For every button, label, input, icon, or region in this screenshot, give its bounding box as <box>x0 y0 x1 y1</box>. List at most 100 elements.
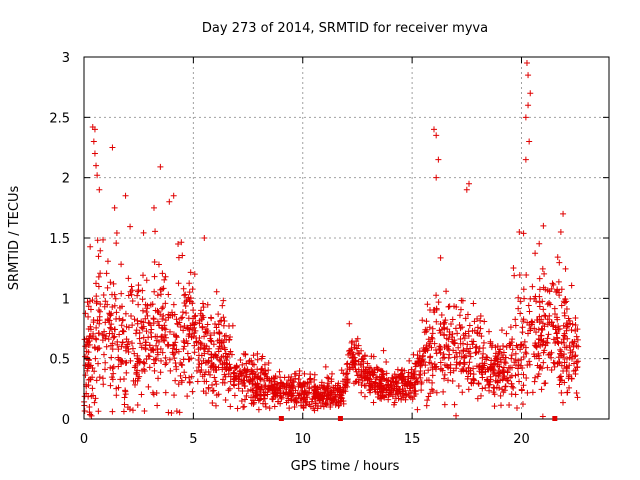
x-tick-label: 10 <box>294 432 311 447</box>
data-point <box>150 315 157 322</box>
data-point <box>326 396 333 403</box>
data-point <box>201 342 208 349</box>
data-point <box>159 316 166 323</box>
x-axis-label: GPS time / hours <box>291 459 400 474</box>
data-point <box>503 330 510 337</box>
data-point <box>128 283 135 290</box>
data-point <box>208 354 215 361</box>
data-point <box>195 364 202 371</box>
data-point <box>173 346 180 353</box>
data-point <box>119 317 126 324</box>
axis-markers <box>278 416 558 421</box>
data-point <box>100 381 107 388</box>
data-point <box>465 333 472 340</box>
data-point <box>412 379 419 386</box>
data-point <box>219 361 226 368</box>
data-point <box>86 341 93 348</box>
data-point <box>474 324 481 331</box>
data-point <box>87 243 94 250</box>
data-point <box>421 370 428 377</box>
data-point <box>503 344 510 351</box>
data-point <box>278 379 285 386</box>
data-point <box>528 321 535 328</box>
data-point <box>322 363 329 370</box>
data-point <box>555 360 562 367</box>
data-point <box>162 300 169 307</box>
data-point <box>551 363 558 370</box>
data-point <box>173 334 180 341</box>
data-point <box>99 331 106 338</box>
data-point <box>313 388 320 395</box>
data-point <box>183 298 190 305</box>
data-point <box>555 278 562 285</box>
data-point <box>346 366 353 373</box>
data-point <box>573 359 580 366</box>
data-point <box>325 375 332 382</box>
data-point <box>500 369 507 376</box>
data-point <box>154 351 161 358</box>
data-point <box>572 315 579 322</box>
data-point <box>449 331 456 338</box>
data-point <box>137 340 144 347</box>
data-point <box>221 333 228 340</box>
data-point <box>498 402 505 409</box>
data-point <box>262 367 269 374</box>
data-point <box>162 326 169 333</box>
data-point <box>100 291 107 298</box>
data-point <box>566 362 573 369</box>
data-point <box>557 350 564 357</box>
data-point <box>262 370 269 377</box>
data-point <box>93 293 100 300</box>
data-point <box>354 350 361 357</box>
data-point <box>109 304 116 311</box>
data-point <box>180 337 187 344</box>
data-point <box>258 392 265 399</box>
data-point <box>343 376 350 383</box>
data-point <box>523 375 530 382</box>
data-point <box>554 254 561 261</box>
data-point <box>368 378 375 385</box>
data-point <box>119 339 126 346</box>
data-point <box>143 356 150 363</box>
data-point <box>86 409 93 416</box>
data-point <box>252 394 259 401</box>
data-point <box>539 265 546 272</box>
y-tick-label: 2 <box>62 172 70 187</box>
data-point <box>406 385 413 392</box>
data-point <box>453 412 460 419</box>
data-point <box>216 356 223 363</box>
data-point <box>186 280 193 287</box>
data-point <box>204 321 211 328</box>
data-point <box>198 352 205 359</box>
data-point <box>144 312 151 319</box>
data-point <box>520 230 527 237</box>
data-point <box>82 362 89 369</box>
data-point <box>180 327 187 334</box>
data-point <box>450 347 457 354</box>
data-point <box>176 409 183 416</box>
data-point <box>304 390 311 397</box>
data-point <box>307 371 314 378</box>
data-point <box>518 341 525 348</box>
data-point <box>512 356 519 363</box>
data-point <box>453 361 460 368</box>
data-point <box>173 408 180 415</box>
data-point <box>462 315 469 322</box>
data-point <box>125 324 132 331</box>
data-point <box>161 276 168 283</box>
data-point <box>350 364 357 371</box>
data-point <box>466 180 472 187</box>
data-point <box>263 373 270 380</box>
data-point <box>210 387 217 394</box>
data-point <box>178 315 185 322</box>
data-point <box>546 300 553 307</box>
data-point <box>508 352 515 359</box>
data-point <box>137 358 144 365</box>
data-point <box>553 330 560 337</box>
data-point <box>370 369 377 376</box>
data-point <box>510 384 517 391</box>
data-point <box>424 301 431 308</box>
data-point <box>215 345 222 352</box>
data-point <box>111 326 118 333</box>
data-point <box>478 392 485 399</box>
